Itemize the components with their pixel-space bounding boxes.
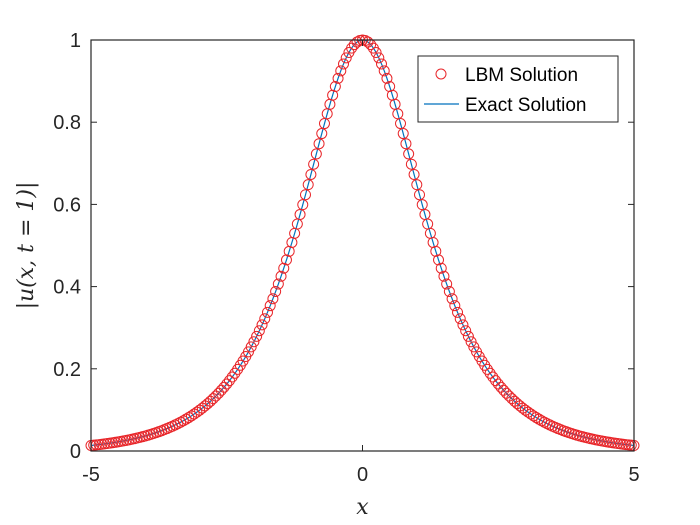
lbm-point	[438, 270, 450, 282]
lbm-point	[272, 278, 284, 290]
lbm-point	[370, 47, 382, 59]
lbm-point	[373, 52, 385, 64]
lbm-point	[248, 336, 260, 348]
lbm-point	[441, 278, 453, 290]
lbm-point	[299, 189, 311, 201]
lbm-point	[519, 404, 531, 416]
lbm-point	[175, 416, 187, 428]
lbm-point	[223, 375, 235, 387]
lbm-point	[435, 262, 447, 274]
lbm-point	[525, 408, 537, 420]
lbm-point	[329, 81, 341, 93]
lbm-point	[528, 410, 540, 422]
lbm-point	[213, 387, 225, 399]
lbm-point	[462, 330, 474, 342]
lbm-point	[403, 148, 415, 160]
lbm-point	[313, 138, 325, 150]
y-axis-label: |u(x, t = 1)|	[14, 182, 39, 310]
y-tick-label: 0.6	[53, 194, 81, 216]
legend-label-exact: Exact Solution	[465, 95, 586, 116]
lbm-point	[305, 168, 317, 180]
lbm-point	[408, 168, 420, 180]
lbm-point	[378, 65, 390, 77]
lbm-point	[457, 319, 469, 331]
lbm-point	[522, 406, 534, 418]
legend: LBM Solution Exact Solution	[417, 55, 619, 123]
lbm-point	[338, 58, 349, 70]
series-layer	[85, 34, 640, 451]
lbm-point	[495, 381, 507, 393]
lbm-point	[261, 306, 273, 318]
lbm-point	[264, 300, 276, 312]
lbm-point	[297, 199, 309, 211]
lbm-point	[253, 325, 265, 337]
lbm-point	[381, 72, 393, 84]
x-tick-label: -5	[82, 464, 100, 486]
lbm-point	[400, 138, 412, 150]
y-tick-label: 0	[70, 441, 81, 463]
y-tick-label: 0.2	[53, 359, 81, 381]
lbm-point	[278, 262, 290, 274]
lbm-point	[465, 336, 477, 348]
lbm-point	[454, 313, 466, 325]
y-tick-label: 1	[70, 30, 81, 52]
lbm-point	[310, 148, 322, 160]
lbm-point	[530, 412, 542, 424]
lbm-point	[460, 325, 472, 337]
lbm-point	[251, 330, 263, 342]
lbm-point	[395, 118, 407, 130]
lbm-point	[245, 341, 257, 353]
lbm-point	[275, 270, 287, 282]
lbm-point	[414, 189, 426, 201]
lbm-point	[411, 179, 423, 191]
lbm-point	[270, 286, 282, 298]
lbm-point	[256, 319, 268, 331]
lbm-point	[443, 286, 455, 298]
lbm-point	[218, 381, 230, 393]
lbm-point	[308, 158, 320, 170]
lbm-point	[346, 42, 358, 54]
legend-box	[417, 55, 619, 123]
ticks-layer: -5 0 500.20.40.60.81	[53, 30, 639, 486]
lbm-point	[302, 179, 314, 191]
lbm-point	[215, 384, 227, 396]
legend-label-lbm: LBM Solution	[465, 65, 578, 86]
lbm-point	[185, 410, 197, 422]
lbm-point	[259, 313, 271, 325]
x-tick-label: 0	[357, 464, 368, 486]
lbm-point	[376, 58, 387, 70]
y-tick-label: 0.4	[53, 277, 81, 299]
lbm-point	[517, 402, 529, 414]
y-tick-label: 0.8	[53, 112, 81, 134]
lbm-point	[484, 367, 496, 379]
lbm-point	[335, 65, 347, 77]
lbm-point	[183, 412, 195, 424]
legend-marker-lbm	[435, 68, 447, 80]
x-tick-label: 5	[628, 464, 639, 486]
lbm-point	[316, 128, 328, 140]
lbm-point	[397, 128, 409, 140]
x-axis-label: x	[356, 495, 369, 520]
lbm-point	[446, 293, 458, 305]
lbm-point	[191, 406, 203, 418]
lbm-point	[492, 378, 504, 390]
lbm-point	[487, 371, 499, 383]
lbm-point	[433, 254, 445, 266]
lbm-point	[188, 408, 200, 420]
lbm-point	[449, 300, 461, 312]
lbm-point	[226, 371, 238, 383]
lbm-point	[177, 415, 189, 427]
lbm-point	[180, 413, 192, 425]
lbm-point	[221, 378, 233, 390]
lbm-point	[490, 375, 502, 387]
lbm-point	[267, 293, 279, 305]
lbm-point	[405, 158, 417, 170]
lbm-point	[340, 52, 352, 64]
lbm-point	[332, 72, 344, 84]
lbm-point	[452, 306, 464, 318]
